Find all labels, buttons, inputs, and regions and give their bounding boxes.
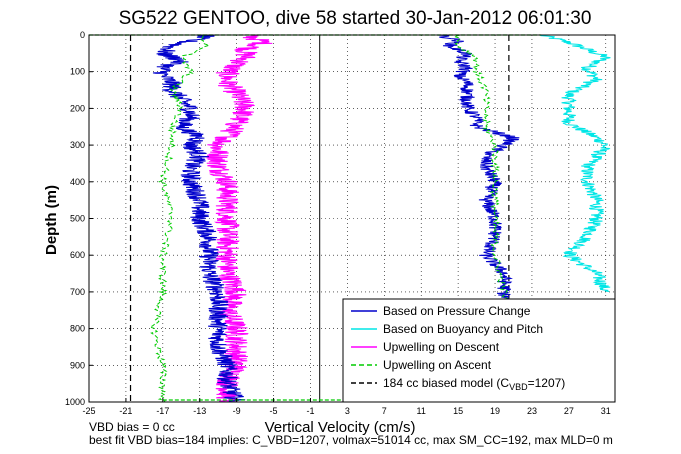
x-tick-label: 27 (564, 406, 574, 416)
x-tick-label: -1 (306, 406, 314, 416)
legend-entry: Based on Buoyancy and Pitch (383, 322, 543, 336)
x-tick-label: -13 (193, 406, 206, 416)
legend-box (342, 298, 616, 403)
y-tick-label: 400 (70, 177, 85, 187)
x-axis-label: Vertical Velocity (cm/s) (265, 419, 416, 436)
y-tick-label: 100 (70, 67, 85, 77)
legend-entry: Based on Pressure Change (383, 304, 531, 318)
x-tick-label: 31 (601, 406, 611, 416)
y-tick-label: 800 (70, 324, 85, 334)
legend: Based on Pressure Change Based on Buoyanc… (342, 298, 616, 403)
y-tick-label: 1000 (65, 397, 85, 407)
legend-entry: 184 cc biased model (CVBD=1207) (383, 376, 565, 392)
buoyancy-pitch-line (540, 34, 611, 292)
y-tick-label: 600 (70, 250, 85, 260)
y-tick-label: 200 (70, 103, 85, 113)
y-tick-label: 500 (70, 214, 85, 224)
x-tick-label: -5 (270, 406, 278, 416)
x-tick-label: 3 (345, 406, 350, 416)
x-tick-label: 23 (527, 406, 537, 416)
x-tick-label: -9 (233, 406, 241, 416)
legend-entry: Upwelling on Descent (383, 340, 500, 354)
chart-title: SG522 GENTOO, dive 58 started 30-Jan-201… (119, 8, 592, 29)
y-tick-label: 700 (70, 287, 85, 297)
x-tick-label: 11 (417, 406, 426, 416)
x-tick-label: 15 (453, 406, 463, 416)
upwelling-ascent-descent-branch-line (149, 35, 211, 403)
x-tick-label: -21 (119, 406, 132, 416)
y-tick-label: 0 (80, 30, 85, 40)
x-tick-label: 7 (382, 406, 387, 416)
pressure-descent-line (152, 34, 246, 402)
y-tick-label: 900 (70, 360, 85, 370)
x-tick-label: -25 (82, 406, 95, 416)
x-tick-label: -17 (156, 406, 169, 416)
y-tick-label: 300 (70, 140, 85, 150)
footer-line-2: best fit VBD bias=184 implies: C_VBD=120… (89, 433, 613, 447)
y-axis-label: Depth (m) (43, 185, 60, 255)
legend-entry: Upwelling on Ascent (383, 358, 492, 372)
footer-line-1: VBD bias = 0 cc (89, 420, 175, 434)
upwelling-descent-line (206, 34, 273, 403)
x-tick-label: 19 (490, 406, 500, 416)
